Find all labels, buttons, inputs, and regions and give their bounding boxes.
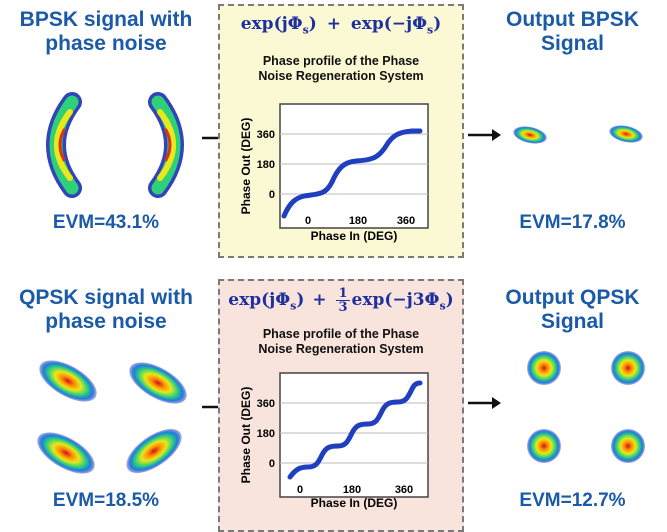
bpsk-formula: exp(jΦs) + exp(−jΦs): [240, 14, 442, 37]
qpsk-phase-profile-chart: 360 180 0 0 180 360 Phase In (DEG) Phase…: [239, 372, 429, 510]
bpsk-output-title-line2: Signal: [540, 32, 604, 55]
qpsk-ylabel: Phase Out (DEG): [239, 387, 253, 484]
qpsk-xtick-0: 0: [297, 484, 303, 496]
bpsk-xtick-0: 0: [305, 215, 311, 227]
qpsk-output-cluster-tl: [527, 351, 561, 385]
qpsk-output-constellation: [527, 351, 645, 463]
bpsk-output-evm: EVM=17.8%: [519, 212, 626, 233]
bpsk-output-cluster-right: [609, 125, 643, 143]
bpsk-ytick-180: 180: [257, 159, 275, 171]
qpsk-input-cluster-bl: [37, 432, 95, 474]
qpsk-regenerator-box: exp(jΦs) + 1 3 exp(−j3Φs) Phase profile of…: [218, 279, 464, 532]
qpsk-ytick-180: 180: [257, 428, 275, 440]
qpsk-output-cluster-br: [611, 429, 645, 463]
bpsk-xtick-180: 180: [349, 215, 367, 227]
bpsk-regenerator-box: exp(jΦs) + exp(−jΦs) Phase profile of th…: [218, 4, 464, 258]
qpsk-input-cluster-br: [126, 428, 182, 474]
qpsk-input-cluster-tr: [129, 362, 187, 404]
bpsk-input-evm: EVM=43.1%: [52, 212, 160, 233]
qpsk-output-title-line1: Output QPSK: [505, 286, 640, 309]
bpsk-input-arrow-stub: [202, 136, 218, 140]
bpsk-ytick-360: 360: [257, 129, 275, 141]
qpsk-xlabel: Phase In (DEG): [311, 496, 398, 510]
bpsk-input-title: BPSK signal with phase noise: [0, 8, 212, 56]
qpsk-output-title-line2: Signal: [540, 310, 604, 333]
bpsk-phase-profile-chart: 360 180 0 0 180 360 Phase In (DEG) Phase…: [239, 103, 429, 243]
qpsk-input-cluster-tl: [39, 360, 97, 402]
bpsk-output-constellation: [513, 125, 643, 144]
bpsk-ylabel: Phase Out (DEG): [239, 118, 253, 215]
qpsk-output-title: Output QPSK Signal: [478, 286, 667, 334]
qpsk-ytick-0: 0: [269, 458, 275, 470]
qpsk-output-evm: EVM=12.7%: [519, 490, 626, 511]
bpsk-input-constellation: [46, 92, 184, 198]
qpsk-plot-title: Phase profile of the Phase Noise Regener…: [258, 327, 424, 356]
qpsk-input-title-line1: QPSK signal with: [19, 286, 193, 309]
qpsk-output-cluster-tr: [611, 351, 645, 385]
bpsk-ytick-0: 0: [269, 189, 275, 201]
qpsk-output-cluster-bl: [527, 429, 561, 463]
bpsk-output-title: Output BPSK Signal: [478, 8, 667, 56]
qpsk-xtick-180: 180: [343, 484, 361, 496]
qpsk-input-title: QPSK signal with phase noise: [0, 286, 212, 334]
bpsk-plot-frame: [279, 103, 429, 229]
bpsk-input-title-line2: phase noise: [45, 32, 167, 55]
bpsk-output-cluster-left: [513, 126, 547, 144]
qpsk-input-constellation: [37, 360, 187, 474]
qpsk-ytick-360: 360: [257, 398, 275, 410]
qpsk-xtick-360: 360: [395, 484, 413, 496]
qpsk-input-evm: EVM=18.5%: [52, 490, 160, 511]
bpsk-output-arrow: [468, 129, 501, 141]
qpsk-plot-frame: [279, 372, 429, 498]
bpsk-xtick-360: 360: [397, 215, 415, 227]
qpsk-phase-curve: [287, 380, 423, 480]
bpsk-input-title-line1: BPSK signal with: [19, 8, 193, 31]
qpsk-output-arrow: [468, 397, 501, 409]
qpsk-input-title-line2: phase noise: [45, 310, 167, 333]
qpsk-input-arrow-stub: [202, 405, 218, 409]
bpsk-output-title-line1: Output BPSK: [506, 8, 639, 31]
qpsk-formula: exp(jΦs) + 1 3 exp(−j3Φs): [228, 286, 454, 315]
bpsk-phase-curve: [281, 128, 423, 219]
bpsk-xlabel: Phase In (DEG): [311, 229, 398, 243]
bpsk-plot-title: Phase profile of the Phase Noise Regener…: [258, 54, 424, 83]
